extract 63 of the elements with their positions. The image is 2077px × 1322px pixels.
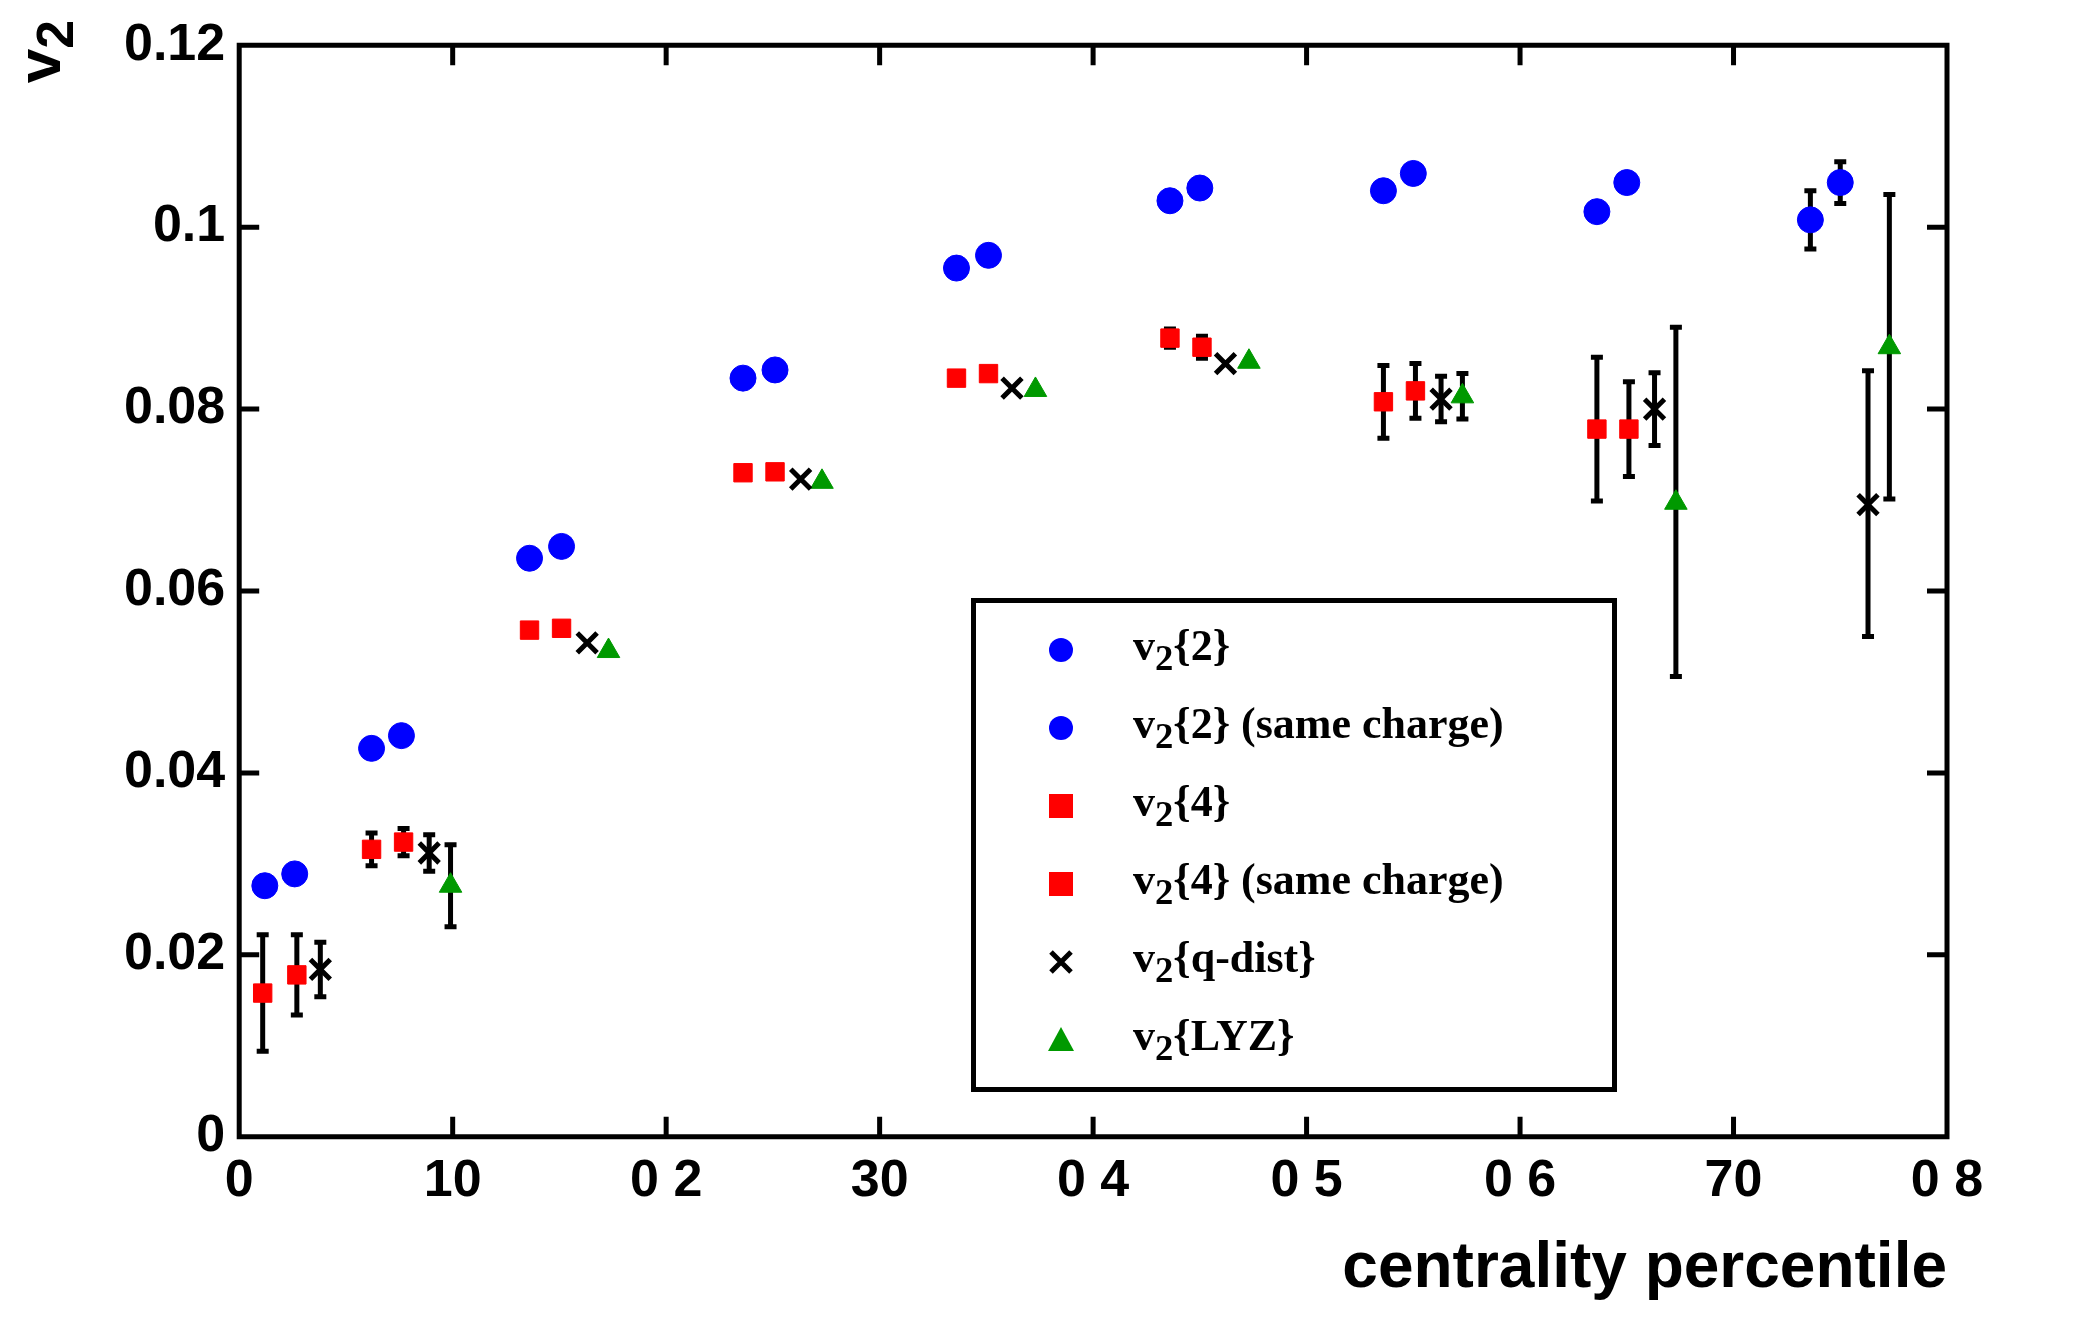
point xyxy=(1399,159,1427,187)
point xyxy=(574,630,600,656)
point xyxy=(1855,492,1881,517)
x-tick-label: 30 xyxy=(850,1149,909,1208)
point xyxy=(1796,206,1824,234)
legend-label: v$_{2}${2} xyxy=(1133,620,1231,680)
y-tick-label: 0 xyxy=(196,1104,226,1163)
point xyxy=(387,722,415,750)
x-tick-label: 10 xyxy=(423,1149,482,1208)
y-tick-label: 0.06 xyxy=(123,558,226,617)
point xyxy=(788,466,814,492)
x-tick-label: 0 8 xyxy=(1910,1149,1984,1208)
x-tick-label: 70 xyxy=(1704,1149,1763,1208)
point xyxy=(1583,198,1611,226)
point xyxy=(1613,169,1641,197)
point xyxy=(761,356,789,384)
legend-label: v$_{2}${4} (same charge) xyxy=(1133,854,1504,914)
point xyxy=(1186,174,1214,202)
x-axis-title: centrality percentile xyxy=(1342,1229,1947,1302)
point xyxy=(281,860,309,888)
point xyxy=(287,965,307,985)
x-tick-label: 0 6 xyxy=(1483,1149,1557,1208)
point xyxy=(1373,392,1394,412)
y-tick-label: 0.12 xyxy=(123,12,226,71)
y-tick-label: 0.08 xyxy=(123,376,226,435)
point xyxy=(999,375,1025,401)
legend-label: v$_{2}${LYZ} xyxy=(1133,1010,1295,1070)
point xyxy=(519,620,540,640)
point xyxy=(975,241,1002,269)
point xyxy=(416,840,442,866)
point xyxy=(1642,396,1667,422)
point xyxy=(393,832,414,852)
point xyxy=(253,983,273,1003)
point xyxy=(1405,381,1426,401)
legend-label: v$_{2}${2} (same charge) xyxy=(1133,698,1504,758)
point xyxy=(733,463,753,483)
point xyxy=(1619,419,1639,439)
point xyxy=(307,957,333,982)
x-tick-label: 0 4 xyxy=(1056,1149,1130,1208)
legend-label: v$_{2}${4} xyxy=(1133,776,1231,836)
x-tick-label: 0 2 xyxy=(630,1149,703,1208)
point xyxy=(946,368,967,388)
point xyxy=(729,364,757,392)
point xyxy=(1369,177,1397,205)
point xyxy=(942,254,970,282)
x-tick-label: 0 5 xyxy=(1270,1149,1343,1208)
point xyxy=(251,872,279,900)
point xyxy=(1213,351,1238,376)
point xyxy=(765,462,785,482)
point xyxy=(361,839,382,860)
y-tick-label: 0.1 xyxy=(152,194,226,253)
point xyxy=(978,363,999,384)
point xyxy=(1587,419,1607,439)
y-tick-label: 0.02 xyxy=(123,922,226,981)
y-tick-label: 0.04 xyxy=(123,740,226,799)
point xyxy=(1156,187,1184,215)
legend-label: v$_{2}${q-dist} xyxy=(1133,932,1316,992)
point xyxy=(1428,386,1454,412)
point xyxy=(358,734,386,762)
point xyxy=(516,544,544,572)
point xyxy=(551,618,572,638)
point xyxy=(548,532,576,560)
point xyxy=(1826,169,1854,197)
